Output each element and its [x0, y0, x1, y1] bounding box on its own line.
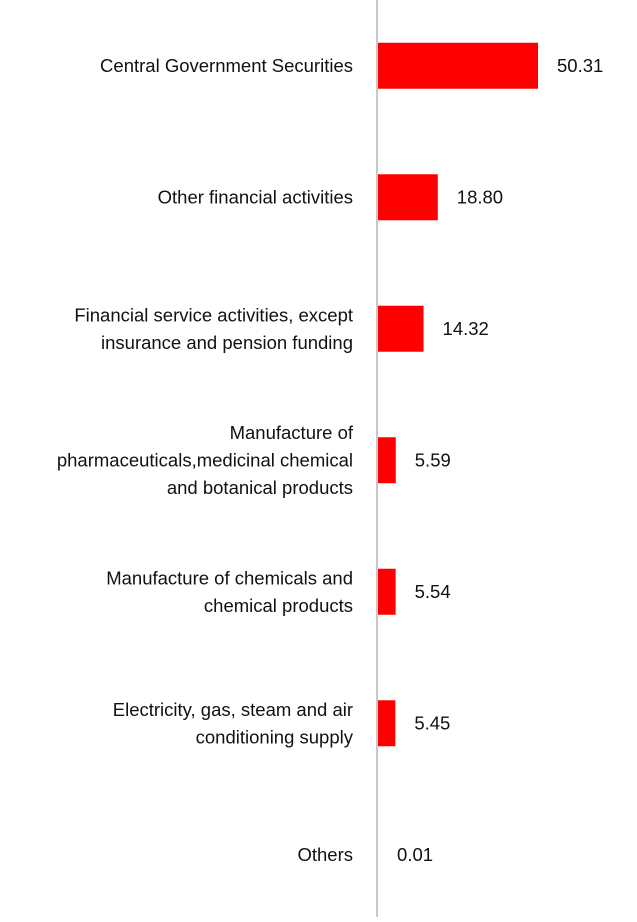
bar [378, 437, 396, 484]
bar [378, 42, 538, 89]
value-label: 50.31 [557, 55, 603, 76]
bar [378, 568, 396, 615]
value-label: 14.32 [443, 318, 489, 339]
value-label: 5.59 [415, 450, 451, 471]
bar [378, 700, 396, 747]
bar [378, 305, 424, 352]
value-label: 0.01 [397, 844, 433, 865]
category-label: Manufacture of pharmaceuticals,medicinal … [57, 422, 354, 498]
value-label: 18.80 [457, 187, 503, 208]
bar [378, 174, 438, 221]
category-label: Manufacture of chemicals and chemical pro… [106, 567, 353, 616]
value-label: 5.54 [415, 581, 451, 602]
category-label: Other financial activities [158, 187, 353, 208]
value-label: 5.45 [414, 713, 450, 734]
category-label: Others [297, 844, 353, 865]
category-label: Electricity, gas, steam and air condition… [113, 699, 354, 748]
category-label: Financial service activities, except insu… [74, 304, 353, 353]
category-label: Central Government Securities [100, 55, 353, 76]
